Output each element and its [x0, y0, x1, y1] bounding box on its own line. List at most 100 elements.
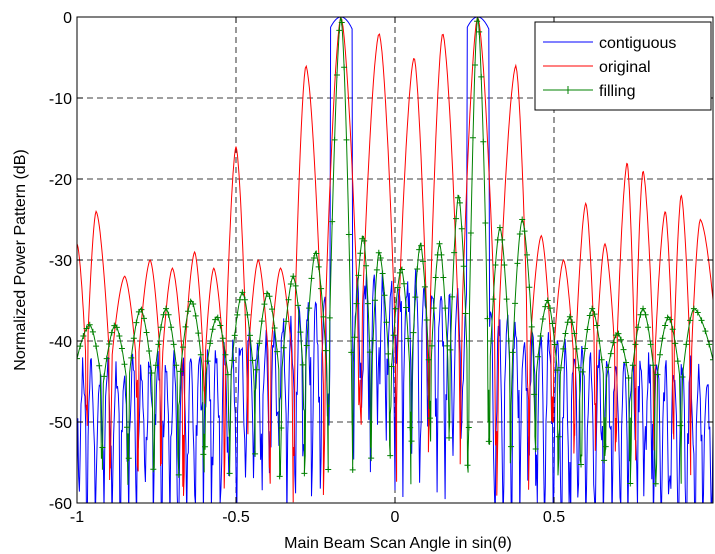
marker-plus [313, 250, 320, 257]
marker-plus [209, 326, 216, 333]
marker-plus [408, 438, 415, 445]
marker-plus [160, 311, 167, 318]
legend-label: filling [599, 83, 635, 100]
marker-plus [392, 305, 399, 312]
marker-plus [89, 328, 96, 335]
marker-plus [363, 262, 370, 269]
marker-plus [266, 293, 273, 300]
marker-plus [377, 255, 384, 262]
marker-plus [93, 343, 100, 350]
marker-plus [351, 334, 358, 341]
marker-plus [349, 466, 356, 473]
marker-plus [652, 480, 659, 487]
marker-plus [170, 341, 177, 348]
marker-plus [484, 315, 491, 322]
marker-plus [217, 322, 224, 329]
marker-plus [224, 371, 231, 378]
marker-plus [469, 134, 476, 141]
marker-plus [390, 332, 397, 339]
marker-plus [157, 324, 164, 331]
marker-plus [418, 242, 425, 249]
marker-plus [379, 270, 386, 277]
series-markers-filling [77, 18, 713, 487]
marker-plus [432, 274, 439, 281]
marker-plus [155, 341, 162, 348]
marker-plus [310, 255, 317, 262]
marker-plus [549, 320, 556, 327]
marker-plus [654, 371, 661, 378]
marker-plus [96, 362, 103, 369]
marker-plus [627, 480, 634, 487]
marker-plus [647, 341, 654, 348]
marker-plus [615, 330, 622, 337]
marker-plus [637, 311, 644, 318]
marker-plus [214, 314, 221, 321]
marker-plus [394, 284, 401, 291]
marker-plus [632, 341, 639, 348]
marker-plus [474, 18, 481, 25]
marker-plus [694, 309, 701, 316]
y-tick-label: 0 [63, 10, 72, 27]
marker-plus [292, 282, 299, 289]
marker-plus [557, 364, 564, 371]
marker-plus [440, 274, 447, 281]
marker-plus [423, 317, 430, 324]
marker-plus [383, 319, 390, 326]
marker-plus [458, 225, 465, 232]
marker-plus [683, 341, 690, 348]
marker-plus [177, 368, 184, 375]
marker-plus [657, 351, 663, 358]
marker-plus [124, 424, 131, 431]
marker-plus [249, 357, 256, 364]
marker-plus [202, 443, 209, 450]
marker-plus [496, 224, 503, 231]
marker-plus [322, 347, 329, 354]
marker-plus [274, 348, 281, 355]
marker-plus [480, 138, 487, 145]
marker-plus [229, 357, 236, 364]
marker-plus [642, 311, 649, 318]
marker-plus [476, 28, 483, 35]
marker-plus [168, 324, 175, 331]
marker-plus [478, 73, 485, 80]
marker-plus [617, 336, 624, 343]
marker-plus [101, 373, 108, 380]
marker-plus [650, 362, 657, 369]
marker-plus [303, 342, 310, 349]
marker-plus [318, 285, 325, 292]
marker-plus [403, 304, 410, 311]
marker-plus [566, 313, 573, 320]
series-line-contiguous [77, 17, 713, 503]
marker-plus [465, 424, 472, 431]
marker-plus [271, 324, 278, 331]
marker-plus [396, 269, 403, 276]
marker-plus [336, 27, 343, 34]
marker-plus [252, 450, 259, 457]
marker-plus [634, 324, 641, 331]
marker-plus [385, 350, 392, 357]
marker-plus [77, 355, 80, 362]
x-tick-label: 0 [391, 509, 400, 526]
marker-plus [544, 297, 551, 304]
marker-plus [175, 471, 182, 478]
marker-plus [551, 341, 558, 348]
marker-plus [531, 391, 538, 398]
marker-plus [672, 340, 679, 347]
marker-plus [118, 345, 125, 352]
marker-plus [467, 229, 474, 236]
ticks: -1 -0.5 0 0.5 0 -10 -20 -30 -40 -50 -60 [49, 10, 713, 526]
marker-plus [297, 329, 304, 336]
legend-item: filling [543, 83, 635, 100]
marker-plus [121, 361, 128, 368]
marker-plus [106, 340, 113, 347]
marker-plus [148, 370, 155, 377]
marker-plus [412, 294, 419, 301]
marker-plus [579, 368, 586, 375]
marker-plus [596, 337, 603, 344]
marker-plus [573, 345, 580, 352]
marker-plus [253, 366, 260, 373]
marker-plus [150, 466, 157, 473]
marker-plus [598, 356, 605, 363]
marker-plus [710, 356, 713, 363]
legend-item: original [543, 59, 651, 76]
